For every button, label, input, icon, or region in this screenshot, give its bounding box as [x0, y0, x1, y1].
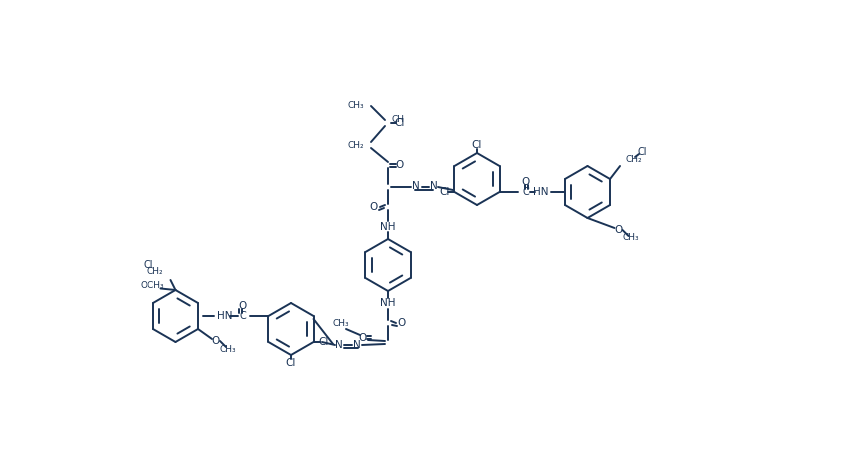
Text: Cl: Cl	[471, 140, 482, 150]
Text: Cl: Cl	[318, 337, 328, 347]
Text: N: N	[430, 181, 438, 191]
Text: N: N	[334, 340, 342, 350]
Text: CH₃: CH₃	[622, 234, 638, 243]
Text: O: O	[369, 202, 378, 212]
Text: Cl: Cl	[438, 187, 450, 197]
Text: Cl: Cl	[636, 147, 646, 157]
Text: O: O	[397, 318, 406, 328]
Text: Cl: Cl	[286, 358, 296, 368]
Text: CH₃: CH₃	[219, 344, 236, 353]
Text: N: N	[412, 181, 420, 191]
Text: CH: CH	[392, 114, 404, 124]
Text: O: O	[212, 336, 220, 346]
Text: O: O	[613, 225, 622, 235]
Text: CH₂: CH₂	[347, 141, 363, 150]
Text: NH: NH	[380, 298, 395, 308]
Text: CH₃: CH₃	[347, 101, 363, 110]
Text: C: C	[521, 187, 528, 197]
Text: Cl: Cl	[144, 260, 154, 270]
Text: OCH₃: OCH₃	[141, 281, 164, 290]
Text: O: O	[358, 333, 367, 343]
Text: C: C	[239, 311, 246, 321]
Text: CH₃: CH₃	[333, 320, 349, 329]
Text: Cl: Cl	[394, 118, 404, 128]
Text: N: N	[352, 340, 361, 350]
Text: CH₂: CH₂	[624, 154, 641, 163]
Text: O: O	[238, 301, 247, 311]
Text: O: O	[521, 177, 529, 187]
Text: HN: HN	[532, 187, 548, 197]
Text: O: O	[396, 160, 403, 170]
Text: NH: NH	[380, 222, 395, 232]
Text: CH₂: CH₂	[147, 267, 163, 276]
Text: HN: HN	[217, 311, 232, 321]
